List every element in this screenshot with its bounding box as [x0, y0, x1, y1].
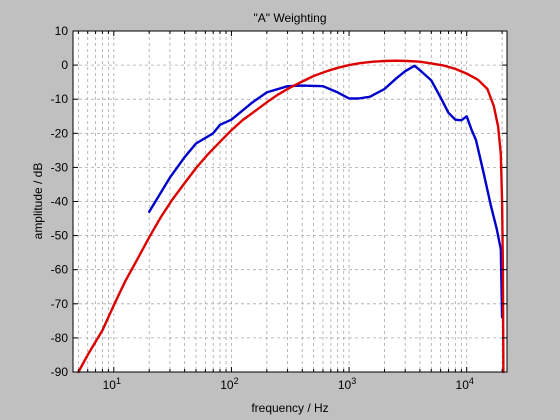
x-tick-label: 101: [103, 376, 121, 392]
y-tick-label: 10: [55, 24, 69, 38]
series-line-blue: [147, 64, 504, 319]
x-tick-label: 103: [338, 376, 356, 392]
y-tick-label: -30: [51, 160, 69, 174]
y-tick-label: -60: [51, 263, 69, 277]
y-tick-label: -10: [51, 92, 69, 106]
axis-ticks: [73, 30, 507, 373]
x-tick-label: 102: [220, 376, 238, 392]
y-tick-label: -70: [51, 297, 69, 311]
y-tick-label: 0: [61, 58, 68, 72]
y-tick-label: -80: [51, 331, 69, 345]
series-line-red: [77, 59, 505, 374]
x-tick-label: 104: [456, 376, 474, 392]
x-tick-labels: 101 102 103 104: [103, 376, 474, 392]
x-axis-label: frequency / Hz: [251, 401, 328, 415]
y-axis-label: amplitude / dB: [31, 163, 45, 240]
y-tick-labels: 10 0 -10 -20 -30 -40 -50 -60 -70 -80 -90: [51, 24, 69, 379]
y-tick-label: -50: [51, 229, 69, 243]
data-series: [77, 59, 505, 374]
y-tick-label: -90: [51, 365, 69, 379]
y-tick-label: -40: [51, 195, 69, 209]
chart-title: "A" Weighting: [253, 11, 326, 25]
y-tick-label: -20: [51, 126, 69, 140]
